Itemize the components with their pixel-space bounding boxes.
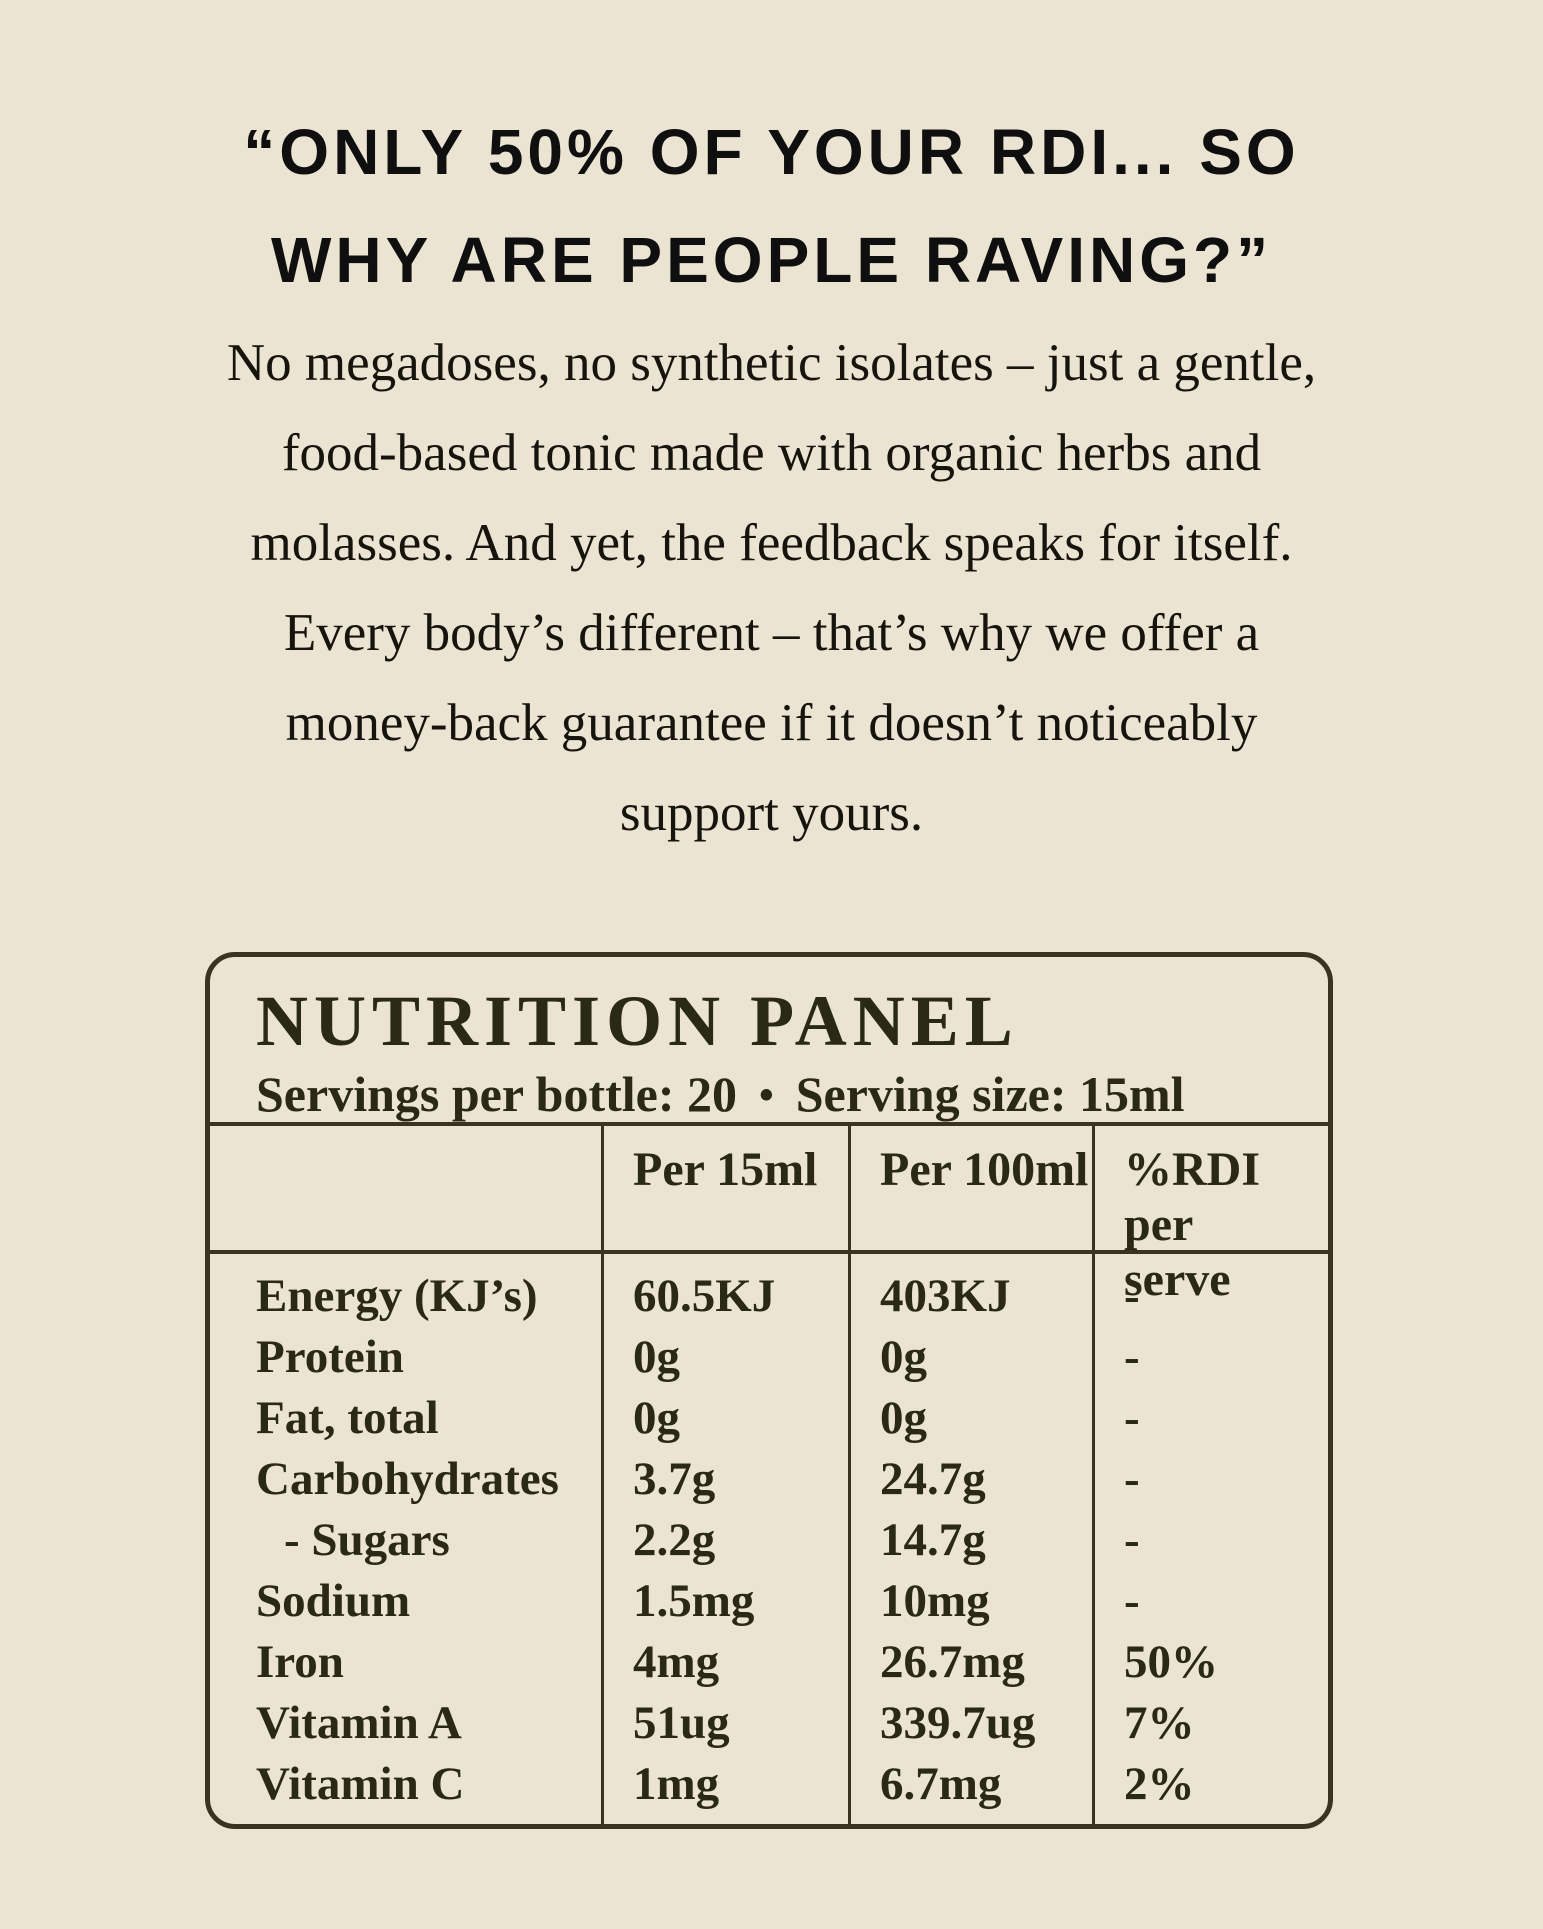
nutrient-label: Protein <box>256 1331 404 1383</box>
column-divider <box>601 1126 604 1824</box>
nutrition-panel-header: NUTRITION PANEL Servings per bottle: 20 •… <box>210 957 1328 1126</box>
intro-line: molasses. And yet, the feedback speaks f… <box>250 514 1293 572</box>
column-divider <box>848 1126 851 1824</box>
table-header-row: Per 15ml Per 100ml %RDI per serve <box>210 1126 1328 1306</box>
nutrient-label: Fat, total <box>256 1392 439 1444</box>
value-per-100ml: 24.7g <box>880 1453 986 1505</box>
table-row-carbohydrates: Carbohydrates 3.7g 24.7g - <box>210 1449 1328 1510</box>
servings-per-bottle: Servings per bottle: 20 <box>256 1066 737 1122</box>
table-row-sugars: - Sugars 2.2g 14.7g - <box>210 1510 1328 1571</box>
value-per-15ml: 0g <box>633 1392 680 1444</box>
table-row-vitamin-c: Vitamin C 1mg 6.7mg 2% <box>210 1754 1328 1815</box>
value-per-15ml: 0g <box>633 1331 680 1383</box>
intro-line: support yours. <box>619 784 924 842</box>
intro-line: Every body’s different – that’s why we o… <box>283 604 1260 662</box>
value-per-15ml: 4mg <box>633 1636 720 1688</box>
value-rdi: - <box>1124 1453 1140 1505</box>
intro-line: money-back guarantee if it doesn’t notic… <box>285 694 1258 752</box>
headline-line-1: “ONLY 50% OF YOUR RDI... SO <box>243 116 1300 188</box>
nutrient-label: - Sugars <box>284 1514 450 1566</box>
value-per-100ml: 6.7mg <box>880 1758 1002 1810</box>
column-header-per-100ml: Per 100ml <box>880 1143 1089 1196</box>
value-rdi: - <box>1124 1514 1140 1566</box>
table-row-fat: Fat, total 0g 0g - <box>210 1388 1328 1449</box>
value-per-100ml: 26.7mg <box>880 1636 1025 1688</box>
intro-line: No megadoses, no synthetic isolates – ju… <box>226 334 1317 392</box>
value-rdi: 50% <box>1124 1636 1218 1688</box>
table-row-sodium: Sodium 1.5mg 10mg - <box>210 1571 1328 1632</box>
value-per-100ml: 10mg <box>880 1575 990 1627</box>
value-per-15ml: 51ug <box>633 1697 730 1749</box>
nutrition-panel-title: NUTRITION PANEL <box>256 981 1019 1061</box>
table-row-vitamin-a: Vitamin A 51ug 339.7ug 7% <box>210 1693 1328 1754</box>
value-rdi: - <box>1124 1270 1140 1322</box>
value-per-100ml: 339.7ug <box>880 1697 1036 1749</box>
table-row-energy: Energy (KJ’s) 60.5KJ 403KJ - <box>210 1266 1328 1327</box>
value-per-100ml: 0g <box>880 1331 927 1383</box>
column-header-per-15ml: Per 15ml <box>633 1143 818 1196</box>
intro-paragraph: No megadoses, no synthetic isolates – ju… <box>0 318 1543 858</box>
nutrient-label: Energy (KJ’s) <box>256 1270 538 1322</box>
value-per-100ml: 403KJ <box>880 1270 1011 1322</box>
value-per-15ml: 1.5mg <box>633 1575 755 1627</box>
nutrition-panel-subtitle: Servings per bottle: 20 • Serving size: 15… <box>256 1067 1282 1123</box>
value-per-15ml: 3.7g <box>633 1453 716 1505</box>
value-rdi: 7% <box>1124 1697 1195 1749</box>
column-header-rdi-per-serve: %RDI per serve <box>1124 1143 1261 1306</box>
intro-line: food-based tonic made with organic herbs… <box>281 424 1262 482</box>
column-divider <box>1092 1126 1095 1824</box>
value-per-15ml: 2.2g <box>633 1514 716 1566</box>
bullet-separator-icon: • <box>758 1073 774 1119</box>
value-per-100ml: 0g <box>880 1392 927 1444</box>
value-per-15ml: 60.5KJ <box>633 1270 776 1322</box>
nutrition-panel: NUTRITION PANEL Servings per bottle: 20 •… <box>205 952 1333 1829</box>
value-rdi: - <box>1124 1331 1140 1383</box>
value-rdi: - <box>1124 1392 1140 1444</box>
nutrient-label: Carbohydrates <box>256 1453 559 1505</box>
value-rdi: - <box>1124 1575 1140 1627</box>
value-per-15ml: 1mg <box>633 1758 720 1810</box>
value-rdi: 2% <box>1124 1758 1195 1810</box>
nutrient-label: Vitamin A <box>256 1697 462 1749</box>
page-title: “ONLY 50% OF YOUR RDI... SO WHY ARE PEOP… <box>0 98 1543 314</box>
table-row-protein: Protein 0g 0g - <box>210 1327 1328 1388</box>
nutrient-label: Iron <box>256 1636 344 1688</box>
table-body: Energy (KJ’s) 60.5KJ 403KJ - Protein 0g … <box>210 1254 1328 1815</box>
value-per-100ml: 14.7g <box>880 1514 986 1566</box>
nutrient-label: Vitamin C <box>256 1758 465 1810</box>
headline-line-2: WHY ARE PEOPLE RAVING?” <box>270 224 1273 296</box>
nutrient-label: Sodium <box>256 1575 411 1627</box>
table-row-iron: Iron 4mg 26.7mg 50% <box>210 1632 1328 1693</box>
serving-size: Serving size: 15ml <box>795 1066 1185 1122</box>
